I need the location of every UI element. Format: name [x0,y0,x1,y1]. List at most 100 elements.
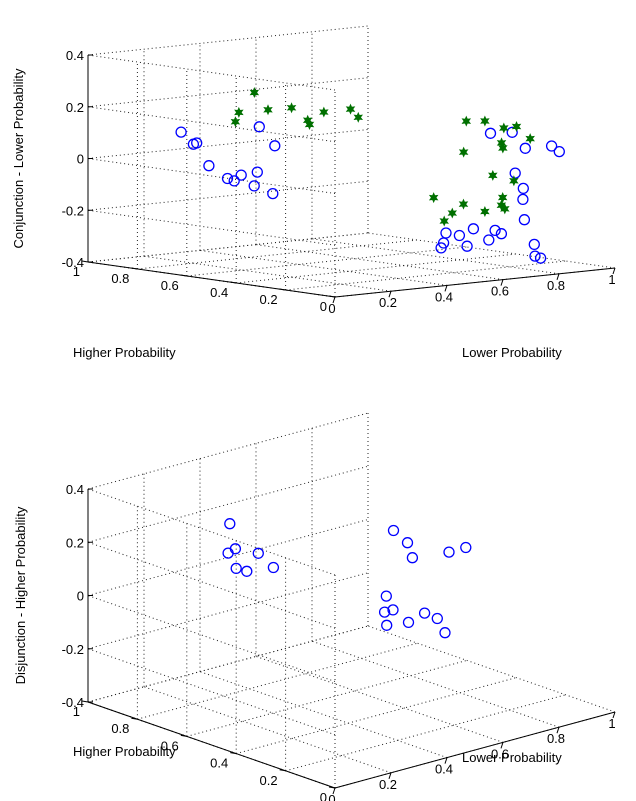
circle-point [221,172,234,185]
circle-point [267,187,279,200]
conjunction-scatter-panel: 0 0.2 0.4 0.6 0.8 100.20.40.60.81-0.4-0.200.2… [11,25,616,360]
circle-point [269,140,281,152]
star-point [498,142,508,154]
y-tick-label: 0 [320,299,327,314]
star-point [249,87,260,98]
circle-point [230,562,242,575]
star-point [488,169,498,181]
y-axis-line [87,701,336,789]
x-tick-label: 0.6 [491,284,509,299]
circle-point [519,142,531,154]
star-point [345,103,356,115]
ticks: 00.20.40.60.8100.20.40.60.81-0.4-0.200.2… [62,482,616,801]
x-tick-label: 0.2 [379,777,397,792]
x-axis-line [334,267,616,298]
star-point [496,199,507,211]
circle-point [380,590,392,602]
z-tick-label: -0.4 [62,695,84,710]
circle-point [229,543,242,555]
x-tick-label: 1 [608,272,615,287]
y-axis-label: Higher Probability [73,345,176,360]
circle-point [267,561,280,574]
x-tick-label: 0 [328,792,335,801]
circle-point [387,604,399,616]
star-point [304,119,315,130]
series-0-circle-markers [175,121,565,264]
z-tick-label: 0.2 [66,535,84,550]
y-tick-label: 0.4 [210,756,228,771]
circle-point [483,234,495,246]
circle-point [489,224,501,237]
star-point [461,115,472,127]
circle-point [435,242,447,254]
star-point [319,106,329,118]
z-tick-label: -0.4 [62,255,84,270]
circle-point [175,126,187,138]
x-tick-label: 0.4 [435,289,453,304]
z-tick-label: -0.2 [62,642,84,657]
circle-point [467,223,480,235]
circle-point [187,138,200,150]
y-tick-label: 0.6 [161,738,179,753]
star-point [428,192,439,204]
star-point [447,207,458,219]
circle-point [509,167,521,179]
circle-point [253,121,265,133]
star-point [511,121,522,133]
circle-point [228,175,240,187]
y-tick-label: 0.2 [260,773,278,788]
circle-point [418,607,431,619]
circle-point [495,228,508,240]
star-point [496,137,507,149]
star-point [497,191,508,203]
star-point [499,122,509,134]
grid [87,412,616,789]
star-point [480,115,490,127]
x-tick-label: 0.4 [435,762,453,777]
star-point [439,215,449,227]
y-tick-label: 1 [73,264,80,279]
y-tick-label: 0.6 [161,278,179,293]
disjunction-scatter-panel: 00.20.40.60.8100.20.40.60.81-0.4-0.200.2… [13,412,616,801]
y-tick-label: 0.2 [260,292,278,307]
circle-point [439,627,451,639]
circle-point [402,616,415,629]
y-tick-label: 1 [73,704,80,719]
circle-point [506,126,518,138]
circle-point [387,524,400,537]
z-tick-label: -0.2 [62,203,84,218]
circle-point [222,547,234,559]
circle-point [431,612,443,625]
circle-point [252,547,264,559]
z-axis-label: Disjunction - Higher Probability [13,506,28,684]
z-tick-label: 0 [77,589,84,604]
circle-point [224,518,236,530]
star-point [234,106,244,118]
x-tick-label: 1 [608,716,615,731]
circle-point [553,145,565,158]
circle-point [203,160,215,172]
circle-point [529,250,541,262]
circle-point [528,238,540,251]
series-0-circle-markers [222,518,472,639]
circle-point [484,127,497,139]
circle-point [517,182,529,195]
x-tick-label: 0.8 [547,731,565,746]
circle-point [534,252,547,264]
x-tick-label: 0.6 [491,746,509,761]
z-tick-label: 0 [77,152,84,167]
x-axis-label: Lower Probability [462,750,562,765]
star-point [230,116,241,128]
star-point [509,175,519,187]
star-point [525,133,535,145]
circle-point [406,552,419,564]
circle-point [460,541,472,554]
x-tick-label: 0.8 [547,278,565,293]
circle-point [443,546,455,558]
y-tick-label: 0.8 [111,271,129,286]
circle-point [381,619,393,631]
z-tick-label: 0.4 [66,482,84,497]
circle-point [461,240,473,252]
star-point [458,198,469,210]
